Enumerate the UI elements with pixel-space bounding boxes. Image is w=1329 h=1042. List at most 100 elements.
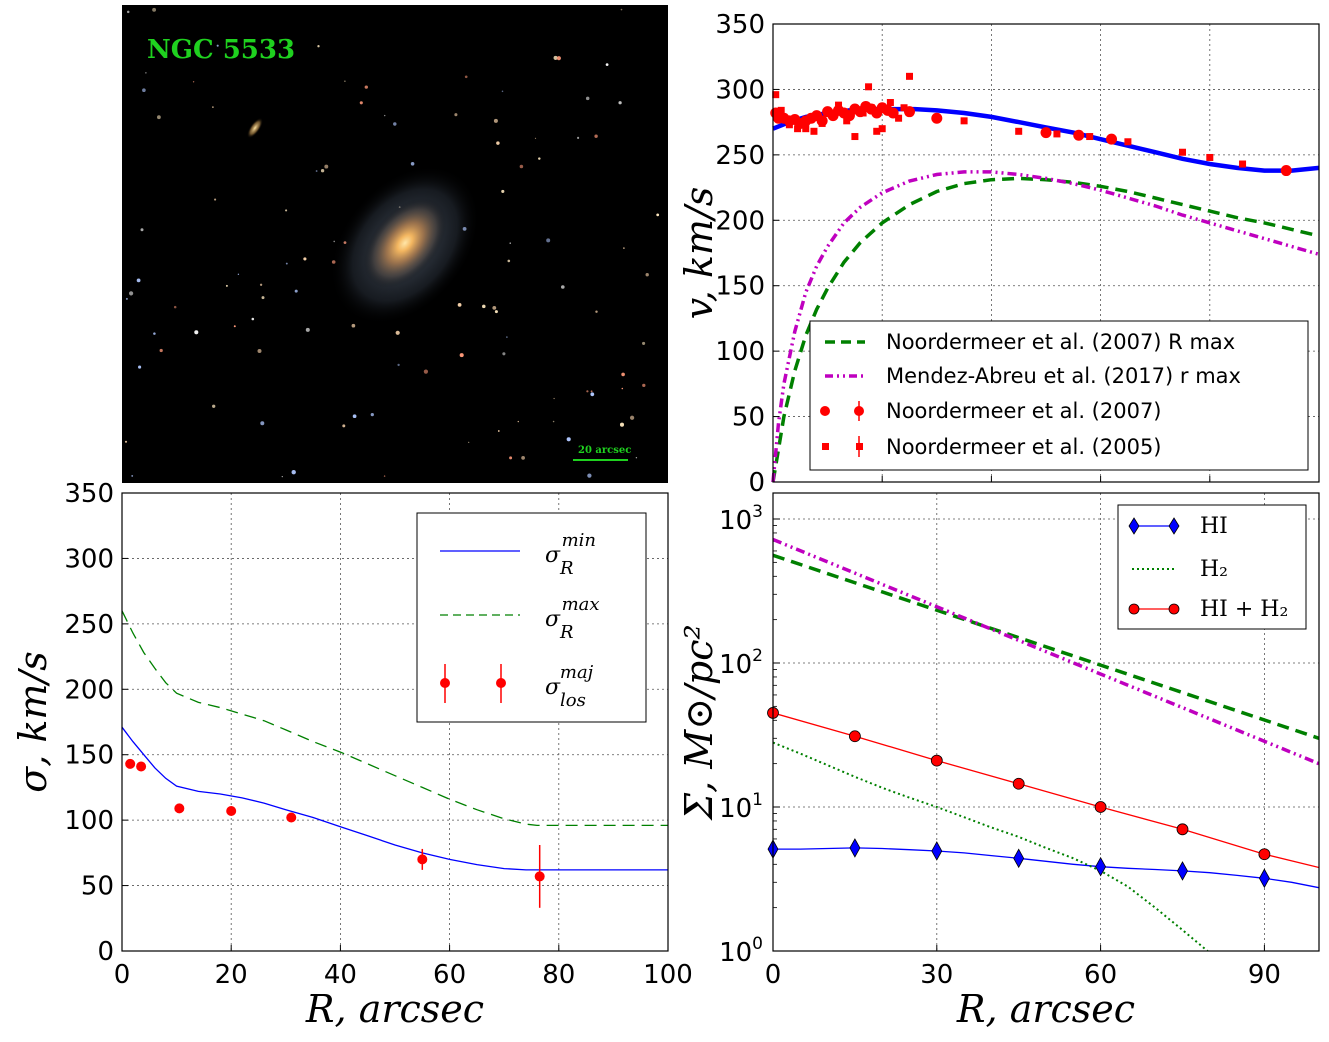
data-point-square (895, 114, 903, 122)
disp-xtick-label: 60 (433, 960, 466, 990)
star (145, 72, 147, 74)
disp-xtick-label: 100 (643, 960, 693, 990)
data-point-square (851, 133, 859, 141)
data-point-square (1053, 130, 1061, 138)
data-point-square (1015, 127, 1023, 135)
star (352, 414, 357, 419)
star (214, 198, 217, 201)
star (494, 310, 498, 314)
star (585, 96, 590, 101)
dispersion-chart: 0 50 100 150 200 250 300 350 0 20 40 60 80 100 R, ar… (11, 479, 693, 1031)
disp-xtick-label: 0 (114, 960, 131, 990)
star (492, 305, 497, 310)
data-point-square (878, 125, 886, 133)
star (370, 412, 374, 417)
sd-ytick-label: 100 (719, 934, 763, 968)
star (294, 289, 298, 293)
rc-frame (772, 23, 1320, 483)
sd-ytick-label: 103 (719, 502, 763, 536)
sd-xtick-label: 60 (1084, 960, 1117, 990)
star (320, 169, 325, 173)
star (281, 475, 283, 478)
star (140, 228, 144, 232)
data-point-circle (849, 730, 861, 743)
star (342, 424, 346, 428)
data-point-square (865, 83, 873, 91)
companion-galaxy (246, 117, 264, 139)
disp-legend: σRmin σRmax σlosmaj (416, 512, 647, 723)
rc-ytick-label: 300 (715, 75, 765, 105)
data-point-circle (1258, 848, 1271, 861)
star (497, 430, 500, 432)
rc-legend-noord05: Noordermeer et al. (2005) (886, 435, 1162, 459)
data-point-square (785, 121, 793, 129)
star (383, 475, 386, 477)
data-point-circle (534, 871, 545, 882)
star (501, 90, 504, 93)
star (577, 136, 580, 139)
sd-xtick-label: 0 (765, 960, 782, 990)
star (482, 304, 486, 309)
data-point-square (867, 104, 875, 112)
data-point-diamond (849, 838, 861, 858)
data-point-circle (174, 803, 185, 814)
star (333, 240, 336, 243)
star (359, 101, 363, 105)
rc-ytick-label: 100 (715, 337, 765, 367)
star (534, 137, 537, 140)
star (642, 383, 646, 388)
star (194, 330, 199, 335)
disp-legend-sigma-los: σlosmaj (545, 662, 594, 711)
sd-legend: HI H₂ HI + H₂ (1117, 504, 1307, 630)
star (590, 390, 593, 393)
data-point-square (873, 127, 881, 135)
star (128, 291, 134, 296)
star (212, 404, 216, 408)
star (124, 440, 128, 443)
star (257, 348, 262, 354)
star (454, 113, 458, 117)
rc-ylabel: v, km/s (677, 187, 721, 319)
disp-xtick-label: 40 (324, 960, 357, 990)
star (260, 421, 265, 426)
star (251, 317, 255, 321)
star (642, 341, 646, 345)
star (553, 397, 555, 400)
data-point-circle (930, 754, 943, 767)
disp-lines (121, 610, 668, 871)
data-point-diamond (1013, 848, 1025, 869)
star (285, 262, 288, 265)
star (629, 415, 635, 420)
data-point-square (960, 117, 968, 125)
rc-ytick-label: 350 (715, 10, 765, 40)
data-point-square (818, 119, 826, 127)
sd-xlabel: R, arcsec (956, 987, 1135, 1031)
star (153, 332, 156, 335)
data-point-square (826, 109, 834, 117)
star (410, 162, 415, 166)
starfield (124, 7, 660, 478)
data-point-circle (1094, 801, 1107, 813)
sd-xtick-label: 30 (920, 960, 953, 990)
star (635, 457, 638, 459)
star (521, 456, 525, 460)
disp-points (125, 758, 545, 908)
data-point-square (843, 117, 851, 125)
sd-x-ticks: 0 30 60 90 (765, 960, 1281, 990)
data-point-circle (931, 112, 943, 124)
disp-frame (121, 492, 669, 952)
disp-xtick-label: 20 (215, 960, 248, 990)
star (556, 56, 561, 61)
star (621, 372, 625, 377)
star (590, 392, 595, 397)
disp-xtick-label: 80 (542, 960, 575, 990)
star (291, 470, 296, 475)
star (393, 122, 397, 126)
data-point-circle (1280, 165, 1292, 177)
star (506, 336, 508, 338)
data-point-square (835, 101, 843, 109)
star (285, 209, 288, 212)
star (192, 81, 195, 83)
sd-lines (773, 537, 1319, 951)
data-point-circle (1073, 129, 1085, 141)
